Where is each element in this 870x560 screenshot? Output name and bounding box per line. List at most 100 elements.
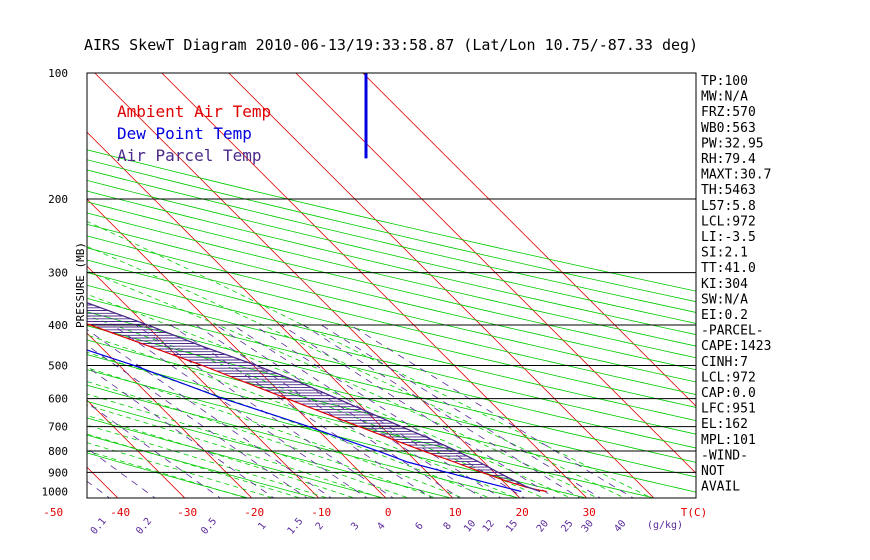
isotherm (161, 73, 588, 498)
index-entry: CAPE:1423 (701, 339, 771, 354)
mixing-ratio-line (302, 324, 581, 498)
mixing-ratio-tick-label: 0.1 (89, 516, 109, 537)
index-entry: LCL:972 (701, 214, 756, 229)
mixing-ratio-line (195, 324, 461, 498)
dry-adiabat (87, 179, 696, 324)
index-entry: TP:100 (701, 74, 748, 89)
plot-frame (86, 72, 697, 499)
index-entry: -WIND- (701, 448, 748, 463)
dry-adiabat (87, 223, 696, 371)
index-entry: MPL:101 (701, 433, 756, 448)
legend-entry: Ambient Air Temp (117, 102, 271, 121)
pressure-tick-label: 800 (48, 445, 68, 458)
stability-indices: TP:100MW:N/AFRZ:570WB0:563PW:32.95RH:79.… (701, 74, 771, 495)
index-entry: SW:N/A (701, 292, 748, 307)
mixing-ratio-line (112, 324, 368, 498)
bottom-temperature-tick: 20 (516, 506, 529, 519)
moist-adiabat (87, 220, 653, 498)
moist-adiabat (87, 246, 626, 498)
mixing-ratio-line (350, 324, 635, 498)
index-entry: CINH:7 (701, 355, 748, 370)
mixing-ratio-tick-label: 20 (535, 518, 551, 534)
isotherm (87, 466, 119, 498)
index-entry: PW:32.95 (701, 136, 764, 151)
isotherm (94, 73, 521, 498)
bottom-temperature-tick: -30 (177, 506, 197, 519)
dry-adiabat (87, 259, 696, 408)
legend-entry: Dew Point Temp (117, 124, 252, 143)
index-entry: EL:162 (701, 417, 748, 432)
mixing-ratio-line (87, 329, 333, 498)
index-entry: TH:5463 (701, 183, 756, 198)
mixing-ratio-line (281, 324, 557, 498)
index-entry: SI:2.1 (701, 246, 748, 261)
moist-adiabat (87, 393, 410, 498)
pressure-tick-label: 200 (48, 193, 68, 206)
isotherm (0, 73, 53, 500)
isotherm (87, 399, 186, 498)
dry-adiabat (87, 284, 696, 435)
x-axis-label: T(C) (681, 506, 708, 519)
moist-adiabat (87, 450, 248, 498)
legend: Ambient Air Temp Dew Point Temp Air Parcel… (117, 102, 271, 165)
air-parcel-temp-line (87, 302, 541, 493)
bottom-temperature-tick: -10 (311, 506, 331, 519)
isotherm (228, 73, 655, 498)
pressure-tick-label: 100 (48, 67, 68, 80)
grid-layer (0, 73, 696, 500)
moist-adiabat (87, 334, 518, 498)
mixing-ratio-tick-label: 10 (462, 518, 478, 534)
index-entry: WB0:563 (701, 121, 756, 136)
mixing-ratio-line (135, 324, 394, 498)
mixing-ratio-tick-label: 3 (349, 521, 361, 533)
mixing-ratio-tick-label: 25 (559, 518, 575, 534)
dry-adiabat (87, 159, 696, 303)
dry-adiabat (87, 400, 453, 498)
mixing-ratio-tick-label: 30 (580, 518, 596, 534)
mixing-ratio-tick-label: 6 (414, 521, 426, 533)
dry-adiabat (87, 434, 318, 498)
dry-adiabat (87, 272, 696, 422)
moist-adiabat (87, 433, 302, 498)
mixing-ratio-tick-label: 0.2 (134, 516, 154, 537)
isotherm (295, 73, 696, 474)
pressure-tick-label: 400 (48, 319, 68, 332)
dry-adiabat (87, 201, 696, 347)
mixing-ratio-tick-label: 4 (375, 521, 387, 533)
index-entry: CAP:0.0 (701, 386, 756, 401)
dry-adiabat (87, 384, 521, 498)
moist-adiabat (87, 367, 464, 498)
dry-adiabat (87, 339, 696, 493)
index-entry: AVAIL (701, 480, 740, 495)
index-entry: RH:79.4 (701, 152, 756, 167)
dry-adiabat (87, 169, 696, 313)
dry-adiabat (87, 247, 696, 395)
moist-adiabat (87, 415, 356, 498)
dry-adiabat (87, 297, 696, 449)
mixing-ratio-axis-label: (g/kg) (647, 520, 683, 531)
dry-adiabat (87, 212, 696, 359)
series-layer (87, 73, 547, 493)
mixing-ratio-line (87, 366, 275, 498)
mixing-ratio-tick-label: 1.5 (286, 516, 306, 537)
index-entry: LI:-3.5 (701, 230, 756, 245)
mixing-ratio-line (321, 324, 602, 498)
index-entry: NOT (701, 464, 725, 479)
pressure-tick-label: 1000 (42, 486, 69, 499)
pressure-tick-label: 300 (48, 267, 68, 280)
bottom-temperature-tick: 30 (583, 506, 596, 519)
dry-adiabat (87, 235, 696, 383)
pressure-tick-label: 900 (48, 466, 68, 479)
dry-adiabat (87, 190, 696, 335)
mixing-ratio-tick-label: 1 (256, 521, 268, 533)
moist-adiabat (87, 293, 572, 498)
dry-adiabat (87, 149, 696, 292)
index-entry: LFC:951 (701, 402, 756, 417)
index-entry: LCL:972 (701, 370, 756, 385)
isotherm (87, 332, 253, 498)
mixing-ratio-tick-label: 40 (612, 518, 628, 534)
dry-adiabat (87, 417, 385, 498)
mixing-ratio-line (87, 344, 308, 498)
dry-adiabat (87, 452, 250, 498)
